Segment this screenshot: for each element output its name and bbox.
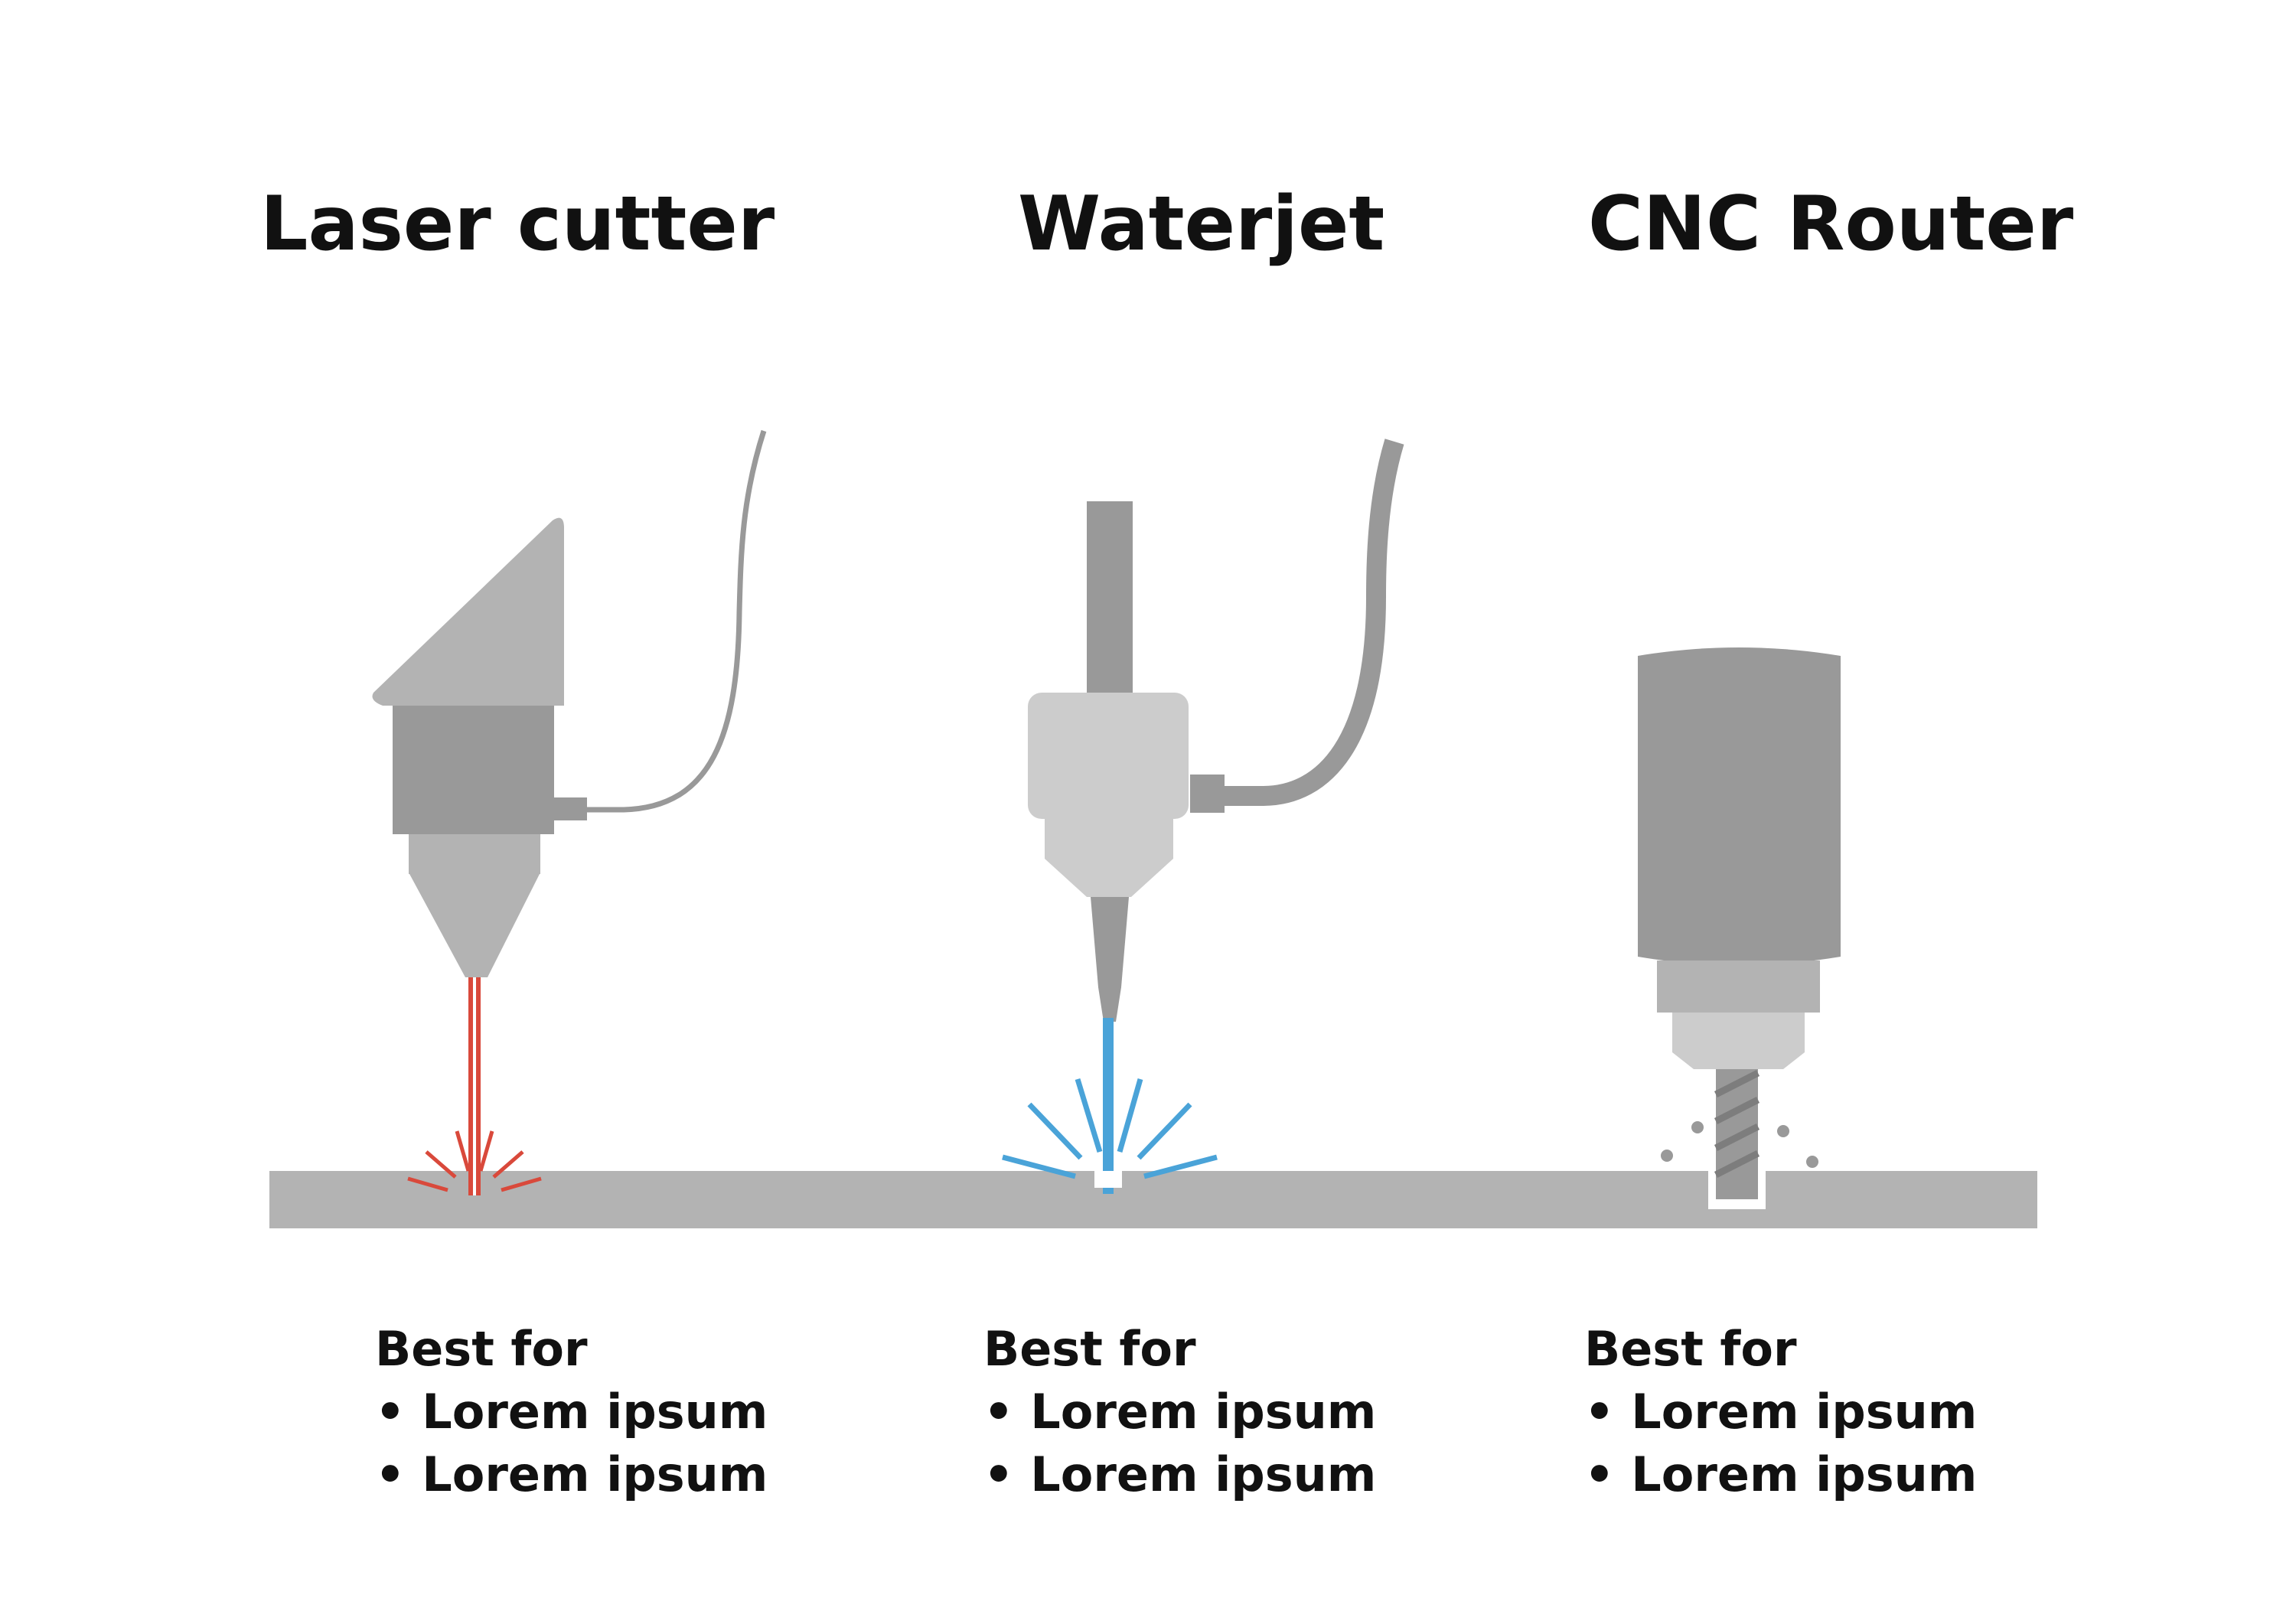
laser-beam-core xyxy=(473,977,476,1195)
waterjet-splash xyxy=(1002,1078,1218,1179)
waterjet-cutting-head xyxy=(1028,693,1189,819)
caption-waterjet: Best for • Lorem ipsum • Lorem ipsum xyxy=(983,1318,1376,1506)
caption-item: • Lorem ipsum xyxy=(1584,1384,1978,1440)
cnc-chips xyxy=(1661,1121,1818,1168)
waterjet-kerf xyxy=(1094,1171,1122,1188)
caption-cnc-router: Best for • Lorem ipsum • Lorem ipsum xyxy=(1584,1318,1977,1506)
caption-heading: Best for xyxy=(1584,1321,1797,1377)
laser-cable-connector xyxy=(553,797,587,820)
cnc-collet xyxy=(1672,1013,1805,1069)
caption-item: • Lorem ipsum xyxy=(983,1384,1377,1440)
laser-sparks xyxy=(407,1130,542,1192)
title-waterjet: Waterjet xyxy=(1018,181,1385,268)
title-laser-cutter: Laser cutter xyxy=(260,181,775,268)
caption-item: • Lorem ipsum xyxy=(983,1446,1377,1502)
waterjet-machine xyxy=(1002,439,1404,1194)
cnc-end-mill-flutes xyxy=(1714,1069,1760,1179)
caption-laser-cutter: Best for • Lorem ipsum • Lorem ipsum xyxy=(375,1318,768,1506)
waterjet-hose xyxy=(1223,439,1404,806)
caption-heading: Best for xyxy=(983,1321,1196,1377)
cnc-router-machine xyxy=(1638,647,1841,1209)
title-cnc-router: CNC Router xyxy=(1588,181,2074,268)
caption-item: • Lorem ipsum xyxy=(1584,1446,1978,1502)
caption-item: • Lorem ipsum xyxy=(375,1446,768,1502)
cnc-motor-body xyxy=(1638,647,1841,965)
laser-head-mirror-housing xyxy=(372,517,564,706)
waterjet-mixing-tube xyxy=(1091,897,1129,1022)
laser-head-collar xyxy=(409,834,540,874)
laser-head-body xyxy=(393,706,554,834)
caption-heading: Best for xyxy=(375,1321,588,1377)
waterjet-head-taper xyxy=(1045,817,1173,897)
waterjet-hose-connector xyxy=(1190,775,1225,813)
laser-nozzle xyxy=(409,872,540,977)
waterjet-stream xyxy=(1103,1018,1114,1194)
laser-cutter-machine xyxy=(372,429,767,1195)
caption-item: • Lorem ipsum xyxy=(375,1384,768,1440)
waterjet-spindle xyxy=(1087,501,1133,696)
cnc-spindle-collar xyxy=(1657,960,1820,1013)
laser-cable xyxy=(585,429,767,813)
